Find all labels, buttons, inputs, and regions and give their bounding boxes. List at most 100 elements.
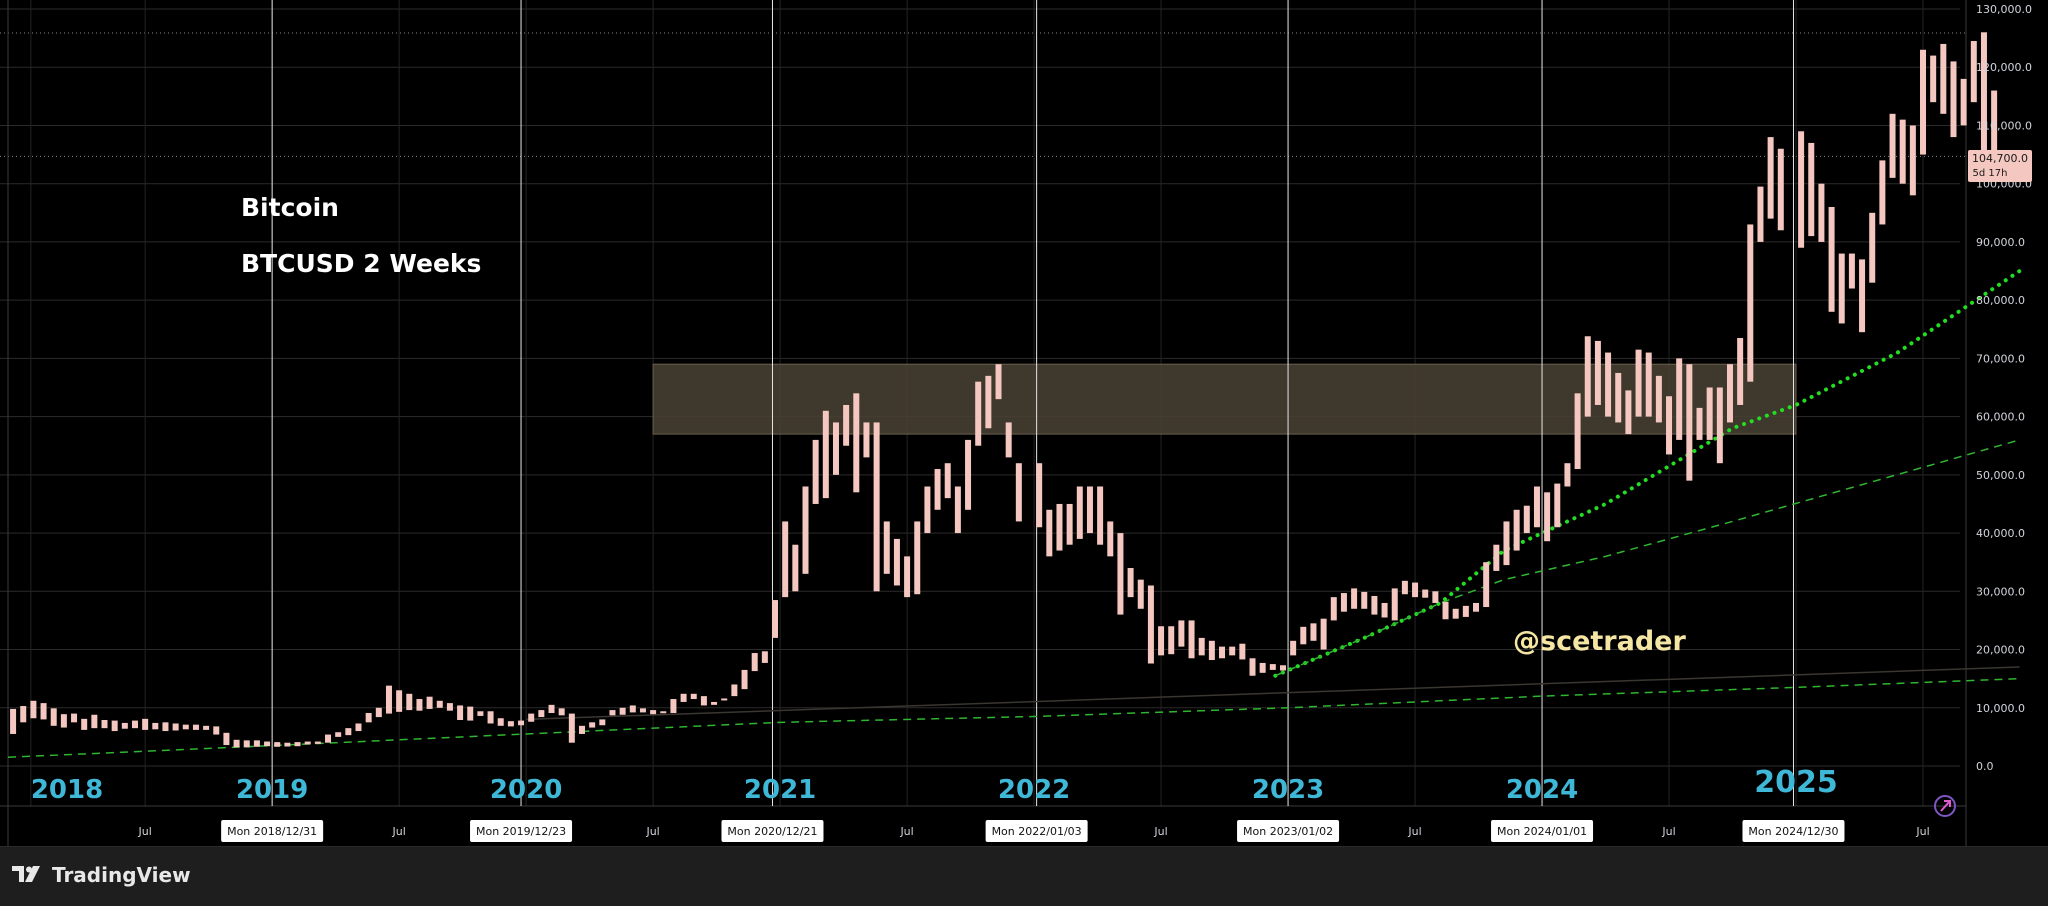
date-marker-badge — [1742, 820, 1845, 842]
watermark-handle: @scetrader — [1513, 626, 1686, 657]
chart-area[interactable]: 0.0 10,000.0 20,000.0 30,000.0 40,000.0 50,00… — [0, 0, 2048, 846]
price-bar — [284, 742, 291, 747]
trendline-dashed — [7, 677, 2020, 759]
price-bar — [10, 708, 17, 734]
price-bar — [629, 705, 636, 713]
price-bar — [1523, 505, 1530, 534]
year-label: 2024 — [1506, 775, 1578, 805]
price-bar — [1544, 492, 1551, 542]
price-bar — [1310, 623, 1317, 641]
y-tick-label: 20,000.0 — [1976, 644, 2025, 657]
price-bar — [934, 469, 941, 510]
price-bar — [1645, 352, 1652, 417]
price-bar — [1655, 375, 1662, 423]
price-bar — [1269, 664, 1276, 670]
tradingview-logo-text: TradingView — [52, 863, 191, 887]
price-bar — [365, 713, 372, 723]
price-bar — [1473, 602, 1480, 612]
price-bar — [1533, 486, 1540, 528]
price-bar — [1777, 148, 1784, 231]
price-bar — [1716, 387, 1723, 464]
price-bar — [548, 704, 555, 714]
price-bar — [40, 703, 47, 720]
price-bar — [426, 696, 433, 709]
y-tick-label: 130,000.0 — [1976, 3, 2032, 16]
price-bar — [1757, 186, 1764, 242]
price-bar — [1056, 503, 1063, 551]
price-bar — [20, 706, 27, 723]
chart-subtitle: BTCUSD 2 Weeks — [241, 249, 481, 278]
price-bar — [172, 723, 179, 731]
price-bar — [446, 703, 453, 711]
price-bar — [507, 721, 514, 727]
price-bar — [50, 708, 57, 726]
price-bar — [1818, 183, 1825, 242]
price-chart[interactable]: 0.0 10,000.0 20,000.0 30,000.0 40,000.0 50,00… — [0, 0, 2048, 846]
price-bar — [609, 710, 616, 716]
price-bar — [314, 741, 321, 744]
price-bar — [1462, 605, 1469, 617]
price-bar — [1452, 608, 1459, 619]
tradingview-logo[interactable]: TradingView — [12, 863, 191, 887]
date-marker-badge — [985, 820, 1088, 842]
y-tick-label: 10,000.0 — [1976, 702, 2025, 715]
price-bar — [1188, 620, 1195, 659]
price-bar — [1970, 41, 1977, 103]
y-tick-label: 80,000.0 — [1976, 294, 2025, 307]
y-tick-label: 120,000.0 — [1976, 61, 2032, 74]
price-bar — [253, 740, 260, 747]
settings-icon[interactable] — [1934, 795, 1956, 817]
price-bar — [1330, 597, 1337, 621]
date-marker-label: Mon 2018/12/31 — [227, 825, 317, 838]
price-bar — [1879, 160, 1886, 225]
price-bar — [1178, 620, 1185, 647]
price-bar — [1615, 372, 1622, 423]
date-marker-label: Mon 2019/12/23 — [476, 825, 566, 838]
price-bar — [264, 741, 271, 747]
price-bar — [1574, 393, 1581, 470]
price-bar — [558, 708, 565, 716]
price-bar — [1249, 658, 1256, 676]
price-bar — [812, 439, 819, 504]
price-bar — [1086, 486, 1093, 534]
date-marker-badge — [1237, 820, 1340, 842]
price-bar — [690, 693, 697, 700]
month-tick-label: Jul — [645, 825, 659, 838]
price-bar — [721, 698, 728, 701]
price-bar — [1726, 364, 1733, 423]
price-bar — [792, 544, 799, 592]
price-bar — [914, 521, 921, 595]
price-bar — [1198, 637, 1205, 656]
footer-bar: TradingView — [0, 846, 2048, 906]
price-bar — [385, 685, 392, 714]
price-bar — [568, 713, 575, 743]
price-bar — [650, 710, 657, 715]
price-bar — [1503, 521, 1510, 566]
price-bar — [751, 653, 758, 672]
price-bar — [1767, 137, 1774, 219]
price-bar — [1259, 662, 1266, 673]
price-bar — [304, 741, 311, 745]
y-tick-label: 70,000.0 — [1976, 352, 2025, 365]
price-bar — [599, 719, 606, 726]
price-bar — [1412, 582, 1419, 598]
price-bar — [1076, 486, 1083, 539]
price-bar — [1980, 32, 1987, 167]
price-bar — [497, 718, 504, 726]
month-tick-label: Jul — [1153, 825, 1167, 838]
month-tick-label: Jul — [138, 825, 152, 838]
price-bar — [1991, 90, 1998, 157]
price-bar — [1320, 618, 1327, 650]
price-bar — [700, 696, 707, 706]
price-bar — [1097, 486, 1104, 545]
date-marker-badge — [721, 820, 824, 842]
price-bar — [1147, 585, 1154, 664]
price-bar — [1483, 562, 1490, 608]
price-bar — [711, 701, 718, 705]
price-bar — [1859, 259, 1866, 333]
price-bar — [1605, 352, 1612, 417]
price-bar — [1137, 579, 1144, 609]
price-bar — [1361, 591, 1368, 609]
price-bar — [1838, 253, 1845, 324]
date-marker-label: Mon 2024/12/30 — [1748, 825, 1838, 838]
